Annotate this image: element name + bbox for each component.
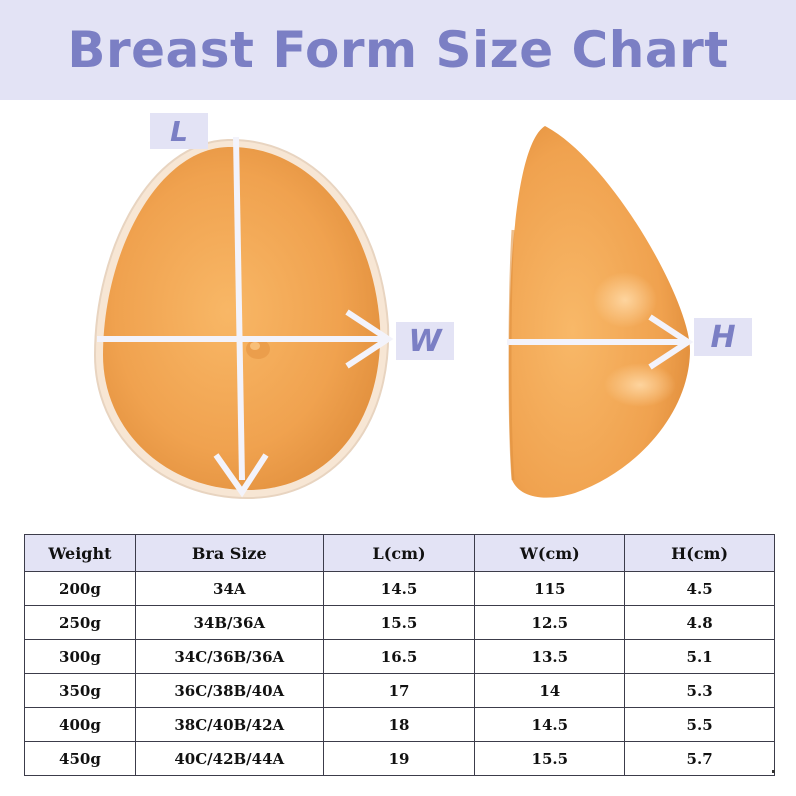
cell-length: 17 (322, 673, 476, 708)
cell-length: 16.5 (322, 639, 476, 674)
cell-weight: 400g (24, 707, 136, 742)
cell-width: 15.5 (474, 741, 626, 776)
cell-weight: 350g (24, 673, 136, 708)
cell-length: 15.5 (322, 605, 476, 640)
height-label: H (694, 318, 752, 356)
cell-bra-size: 40C/42B/44A (134, 741, 324, 776)
header-length: L(cm) (322, 534, 476, 572)
cell-weight: 200g (24, 571, 136, 606)
table-row: 400g 38C/40B/42A 18 14.5 5.5 (24, 707, 775, 742)
width-label: W (396, 322, 454, 360)
height-arrow (507, 314, 694, 370)
side-view-form (508, 126, 690, 498)
breast-form-illustration (93, 126, 694, 500)
cell-width: 12.5 (474, 605, 626, 640)
title-banner: Breast Form Size Chart (0, 0, 796, 100)
cell-bra-size: 36C/38B/40A (134, 673, 324, 708)
cell-bra-size: 34B/36A (134, 605, 324, 640)
table-row: 200g 34A 14.5 115 4.5 (24, 571, 775, 606)
cell-bra-size: 34A (134, 571, 324, 606)
corner-dot (772, 770, 775, 773)
cell-height: 5.5 (624, 707, 775, 742)
cell-height: 5.7 (624, 741, 775, 776)
cell-weight: 300g (24, 639, 136, 674)
cell-height: 5.3 (624, 673, 775, 708)
cell-height: 4.8 (624, 605, 775, 640)
cell-length: 14.5 (322, 571, 476, 606)
cell-height: 4.5 (624, 571, 775, 606)
cell-bra-size: 34C/36B/36A (134, 639, 324, 674)
cell-length: 18 (322, 707, 476, 742)
table-header-row: Weight Bra Size L(cm) W(cm) H(cm) (24, 534, 775, 572)
cell-bra-size: 38C/40B/42A (134, 707, 324, 742)
cell-length: 19 (322, 741, 476, 776)
cell-weight: 250g (24, 605, 136, 640)
header-height: H(cm) (624, 534, 775, 572)
header-width: W(cm) (474, 534, 626, 572)
length-label: L (150, 113, 208, 149)
table-row: 350g 36C/38B/40A 17 14 5.3 (24, 673, 775, 708)
header-weight: Weight (24, 534, 136, 572)
cell-weight: 450g (24, 741, 136, 776)
width-arrow (97, 309, 394, 369)
cell-height: 5.1 (624, 639, 775, 674)
size-table: Weight Bra Size L(cm) W(cm) H(cm) 200g 3… (24, 534, 775, 776)
page-title: Breast Form Size Chart (67, 21, 729, 79)
header-bra-size: Bra Size (134, 534, 324, 572)
cell-width: 14.5 (474, 707, 626, 742)
table-row: 300g 34C/36B/36A 16.5 13.5 5.1 (24, 639, 775, 674)
length-arrow (213, 136, 269, 498)
cell-width: 14 (474, 673, 626, 708)
cell-width: 13.5 (474, 639, 626, 674)
cell-width: 115 (474, 571, 626, 606)
table-row: 250g 34B/36A 15.5 12.5 4.8 (24, 605, 775, 640)
table-row: 450g 40C/42B/44A 19 15.5 5.7 (24, 741, 775, 776)
